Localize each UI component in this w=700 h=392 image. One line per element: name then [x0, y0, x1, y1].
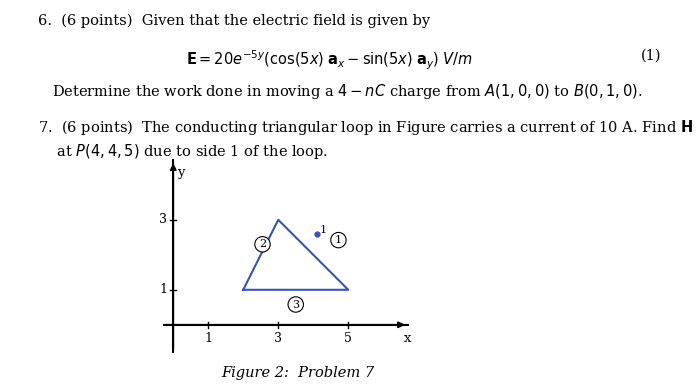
Text: 5: 5 — [344, 332, 352, 345]
Circle shape — [330, 232, 346, 248]
Circle shape — [288, 297, 304, 312]
Text: (1): (1) — [641, 49, 662, 63]
Text: y: y — [178, 165, 185, 178]
Text: at $P(4,4,5)$ due to side 1 of the loop.: at $P(4,4,5)$ due to side 1 of the loop. — [38, 142, 329, 161]
Text: 3: 3 — [274, 332, 282, 345]
Text: 1: 1 — [159, 283, 167, 296]
Text: 1: 1 — [319, 225, 327, 234]
Text: 1: 1 — [335, 235, 342, 245]
Text: Determine the work done in moving a $4 - nC$ charge from $A(1,0,0)$ to $B(0,1,0): Determine the work done in moving a $4 -… — [52, 82, 643, 101]
Text: 2: 2 — [259, 239, 266, 249]
Circle shape — [255, 237, 270, 252]
Text: x: x — [405, 332, 412, 345]
Text: 6.  (6 points)  Given that the electric field is given by: 6. (6 points) Given that the electric fi… — [38, 14, 430, 28]
Text: Figure 2:  Problem 7: Figure 2: Problem 7 — [221, 366, 374, 380]
Text: 7.  (6 points)  The conducting triangular loop in Figure carries a current of 10: 7. (6 points) The conducting triangular … — [38, 118, 694, 136]
Text: $\mathbf{E} = 20e^{-5y}(\cos(5x)\;\mathbf{a}_x - \sin(5x)\;\mathbf{a}_y)\;V/m$: $\mathbf{E} = 20e^{-5y}(\cos(5x)\;\mathb… — [186, 49, 472, 72]
Text: 1: 1 — [204, 332, 212, 345]
Text: 3: 3 — [292, 299, 300, 310]
Text: 3: 3 — [159, 213, 167, 226]
